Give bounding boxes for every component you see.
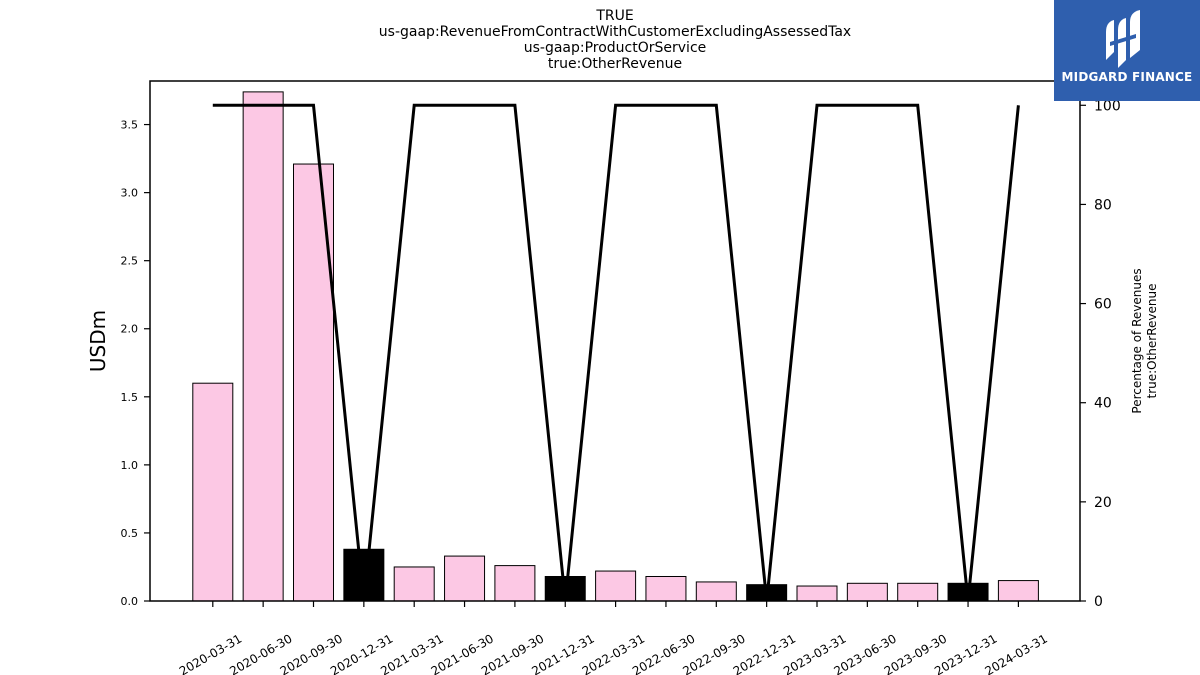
logo-mark-icon xyxy=(1106,10,1140,68)
y2-axis-label-line: Percentage of Revenues xyxy=(1130,268,1144,413)
y2-tick-label: 100 xyxy=(1094,98,1121,114)
bar-2021-09-30 xyxy=(494,565,536,602)
bar-2023-09-30 xyxy=(897,582,939,602)
y-tick-label: 3.0 xyxy=(121,187,139,200)
y-tick-label: 1.0 xyxy=(121,459,139,472)
y2-axis-label: Percentage of Revenues true:OtherRevenue xyxy=(1130,268,1159,413)
bar-2022-09-30 xyxy=(695,581,737,602)
y-tick-label: 3.5 xyxy=(121,119,139,132)
y-axis-left: 0.0 0.5 1.0 1.5 2.0 2.5 3.0 3.5 xyxy=(121,119,150,608)
y2-tick-label: 40 xyxy=(1094,396,1112,412)
chart-title-line: true:OtherRevenue xyxy=(548,56,682,72)
y2-tick-label: 20 xyxy=(1094,495,1112,511)
bar-2023-03-31 xyxy=(796,585,838,602)
y-tick-label: 1.5 xyxy=(121,391,139,404)
logo-text: MIDGARD FINANCE xyxy=(1061,70,1193,84)
y2-tick-label: 0 xyxy=(1094,594,1103,610)
bar-2024-03-31 xyxy=(997,580,1039,602)
chart-title-line: us-gaap:ProductOrService xyxy=(524,40,707,56)
y-axis-right: 0 20 40 60 80 100 xyxy=(1080,98,1121,610)
bar-2020-06-30 xyxy=(242,91,284,602)
y2-axis-label-line: true:OtherRevenue xyxy=(1145,283,1159,398)
y2-tick-label: 60 xyxy=(1094,297,1112,313)
y-axis-label: USDm xyxy=(86,310,110,372)
bar-2021-03-31 xyxy=(393,566,435,602)
bar-2022-03-31 xyxy=(595,570,637,602)
y-tick-label: 0.0 xyxy=(121,595,139,608)
midgard-finance-logo: MIDGARD FINANCE xyxy=(1054,0,1200,101)
y-tick-label: 2.0 xyxy=(121,323,139,336)
chart-title: TRUEus-gaap:RevenueFromContractWithCusto… xyxy=(379,8,851,72)
chart-title-line: us-gaap:RevenueFromContractWithCustomerE… xyxy=(379,24,851,40)
bar-2023-06-30 xyxy=(846,582,888,602)
x-axis: 2020-03-312020-06-302020-09-302020-12-31… xyxy=(177,601,1050,675)
bar-2021-06-30 xyxy=(444,555,486,602)
y-tick-label: 0.5 xyxy=(121,527,139,540)
bar-2022-06-30 xyxy=(645,575,687,602)
bars-group xyxy=(192,91,1039,602)
chart-title-line: TRUE xyxy=(595,8,633,24)
y-tick-label: 2.5 xyxy=(121,255,139,268)
y2-tick-label: 80 xyxy=(1094,197,1112,213)
bar-2020-03-31 xyxy=(192,382,234,602)
